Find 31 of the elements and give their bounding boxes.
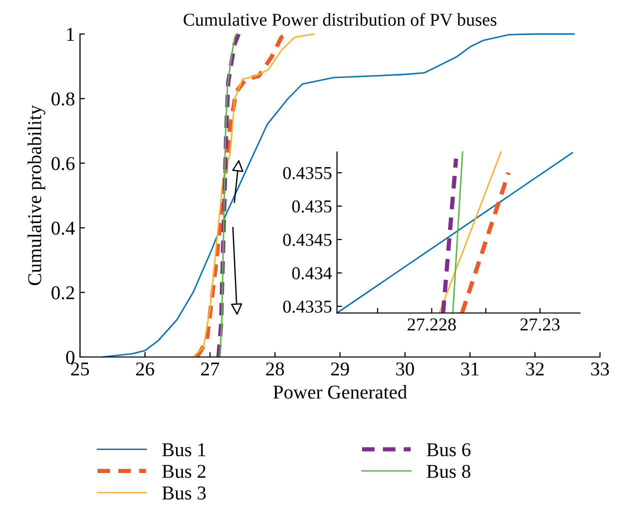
y-tick-label: 0.4335 xyxy=(283,300,332,313)
x-axis-title: Power Generated xyxy=(273,385,407,399)
y-tick-label: 0.4 xyxy=(52,222,75,235)
x-tick-label: 26 xyxy=(136,362,154,376)
line-series xyxy=(102,33,575,358)
x-tick-label: 30 xyxy=(396,362,414,376)
y-tick-label: 1 xyxy=(67,28,74,41)
y-tick-label: 0.4355 xyxy=(283,166,332,180)
x-tick-label: 29 xyxy=(331,362,349,376)
x-tick-label: 31 xyxy=(461,362,479,376)
y-tick-label: 0.435 xyxy=(292,200,332,213)
y-tick-label: 0.434 xyxy=(292,267,332,280)
legend-label: Bus 3 xyxy=(162,486,206,500)
y-tick-label: 0.2 xyxy=(52,286,74,300)
x-tick-label: 28 xyxy=(266,362,284,376)
x-tick-label: 27.23 xyxy=(520,318,560,331)
y-tick-label: 0 xyxy=(66,350,74,364)
y-tick-label: 0.8 xyxy=(52,92,74,106)
legend-label: Bus 1 xyxy=(162,443,206,456)
chart-title: Cumulative Power distribution of PV buses xyxy=(184,12,496,26)
x-tick-label: 32 xyxy=(526,362,544,376)
x-tick-label: 27 xyxy=(201,362,220,376)
legend-label: Bus 6 xyxy=(426,443,470,456)
x-tick-label: 25 xyxy=(71,362,89,376)
legend-label: Bus 2 xyxy=(162,464,206,478)
y-axis-title: Cumulative probability xyxy=(28,105,46,286)
y-tick-label: 0.4345 xyxy=(283,234,332,246)
x-tick-label: 33 xyxy=(591,362,609,376)
legend-label: Bus 8 xyxy=(426,464,470,478)
x-tick-label: 27.228 xyxy=(408,318,456,331)
y-tick-label: 0.6 xyxy=(52,157,75,170)
